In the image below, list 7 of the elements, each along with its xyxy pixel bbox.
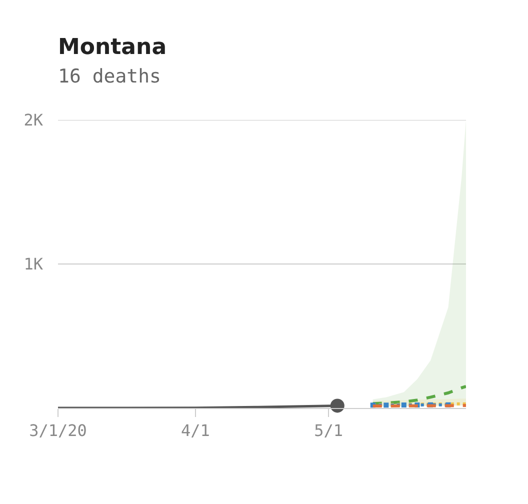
x-tick-label: 4/1: [181, 421, 210, 440]
chart-subtitle: 16 deaths: [58, 66, 161, 88]
y-tick-label: 2K: [24, 110, 44, 130]
chart-title: Montana: [58, 35, 167, 60]
x-tick-label: 5/1: [314, 421, 343, 440]
x-tick-label: 3/1/20: [29, 421, 87, 440]
y-tick-label: 1K: [24, 254, 44, 274]
